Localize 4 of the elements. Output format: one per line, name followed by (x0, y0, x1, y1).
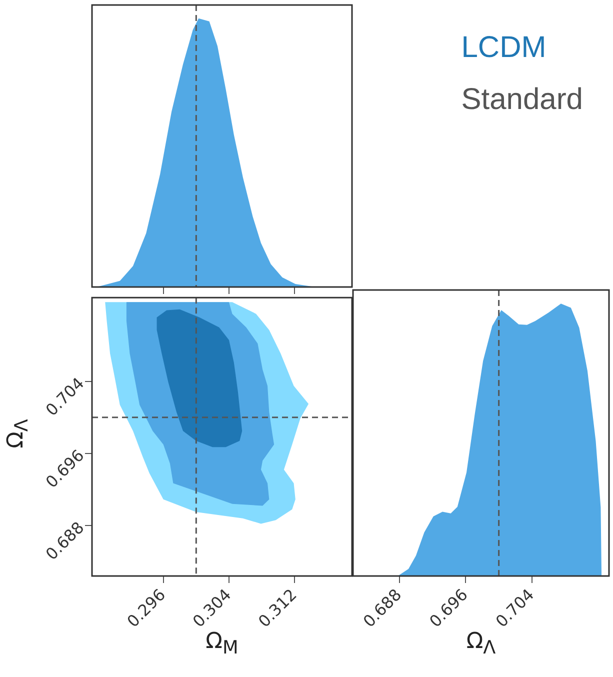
x-axis-title: Ω$_{M}$ (204, 629, 240, 658)
ref-line-label: Standard (461, 82, 583, 118)
text: LCDM (461, 30, 548, 66)
x-axis-title: Ω$_{Λ}$ (465, 629, 497, 658)
